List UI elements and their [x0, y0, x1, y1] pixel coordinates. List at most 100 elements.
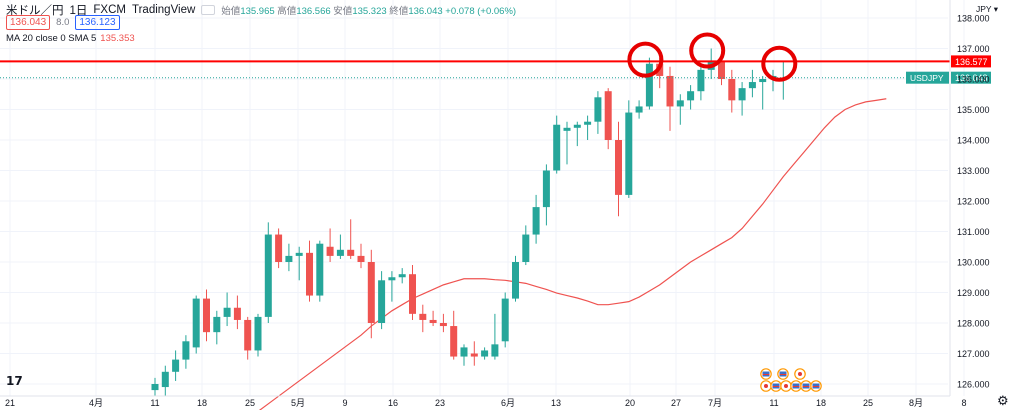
- candle-body: [573, 124, 581, 128]
- candle-body: [398, 274, 406, 278]
- price-tick-label: 136.000: [957, 75, 990, 85]
- time-tick-label: 5月: [291, 398, 305, 408]
- time-tick-label: 25: [863, 398, 873, 408]
- event-markers-layer[interactable]: [760, 368, 822, 392]
- candle-body: [584, 121, 592, 125]
- low-value: 135.323: [352, 6, 387, 17]
- time-axis[interactable]: 21 4月 11 18 25 5月 9 16 23 6月 13 20 27 7月 11 18 25 8月 8: [0, 395, 967, 408]
- time-tick-label: 18: [197, 398, 207, 408]
- candle-body: [481, 350, 489, 357]
- time-tick-label: 11: [150, 398, 159, 408]
- time-tick-label: 23: [435, 398, 445, 408]
- last-price-tag: [951, 71, 991, 84]
- candle-body: [553, 124, 561, 171]
- ohlc-readout: 始値135.965 高値136.566 安値135.323 終値136.043 …: [221, 3, 516, 17]
- open-label: 始値: [221, 6, 241, 17]
- candle-body: [491, 344, 499, 357]
- candle-body: [264, 234, 272, 317]
- price-tick-label: 137.000: [957, 44, 990, 54]
- buy-button[interactable]: 136.123: [75, 15, 120, 30]
- candle-body: [316, 243, 324, 296]
- resistance-layer: 136.577 USDJPY 136.043: [0, 55, 991, 84]
- trade-buttons: 136.043 8.0 136.123: [6, 15, 120, 30]
- candle-body: [388, 277, 396, 281]
- chart-header: 米ドル／円 1日 FXCM TradingView 始値135.965 高値13…: [6, 2, 516, 18]
- open-value: 135.965: [240, 6, 275, 17]
- candle-body: [192, 298, 200, 348]
- candle-body: [697, 69, 705, 92]
- candle-body: [223, 307, 231, 317]
- candle-body: [367, 262, 375, 323]
- resistance-price-label: 136.577: [955, 57, 988, 67]
- ma-layer: [258, 98, 887, 410]
- price-tick-label: 132.000: [957, 197, 990, 207]
- candle-body: [182, 341, 190, 360]
- interval-label[interactable]: 1日: [69, 5, 88, 17]
- candle-body: [275, 234, 283, 262]
- candle-body: [244, 319, 252, 351]
- candle-body: [759, 79, 767, 83]
- time-tick-label: 9: [342, 398, 347, 408]
- candle-body: [470, 353, 478, 357]
- price-tick-label: 138.000: [957, 14, 990, 24]
- candle-body: [347, 249, 355, 256]
- symbol-tag: [906, 71, 949, 84]
- price-tick-label: 130.000: [957, 258, 990, 268]
- candle-body: [460, 347, 468, 357]
- price-tick-label: 126.000: [957, 380, 990, 390]
- price-tick-label: 129.000: [957, 288, 990, 298]
- time-tick-label: 11: [769, 398, 778, 408]
- candle-body: [532, 207, 540, 235]
- candle-body: [645, 63, 653, 107]
- price-axis[interactable]: 126.000 127.000 128.000 129.000 130.000 131.0…: [949, 0, 990, 396]
- candle-body: [728, 79, 736, 101]
- candle-body: [203, 298, 210, 333]
- time-tick-label: 4月: [89, 398, 103, 408]
- highlight-circle: [627, 41, 664, 78]
- low-label: 安値: [333, 6, 353, 17]
- candle-body: [522, 234, 530, 262]
- indicator-name: MA 20 close 0 SMA 5: [6, 33, 97, 44]
- currency-dropdown[interactable]: JPY ▾: [976, 4, 999, 14]
- high-label: 高値: [277, 6, 297, 17]
- candle-body: [161, 371, 169, 388]
- jp-flag-icon: [784, 384, 788, 388]
- candle-body: [594, 97, 602, 122]
- highlight-circles-layer: [627, 32, 798, 82]
- resistance-price-tag: [951, 55, 991, 68]
- candle-body: [635, 106, 643, 113]
- candle-body: [151, 384, 159, 391]
- candle-body: [378, 280, 386, 323]
- close-label: 終値: [389, 6, 409, 17]
- candle-body: [326, 246, 334, 256]
- time-tick-label: 16: [388, 398, 398, 408]
- time-tick-label: 18: [816, 398, 826, 408]
- sell-button[interactable]: 136.043: [6, 15, 51, 30]
- high-value: 136.566: [296, 6, 331, 17]
- candle-body: [542, 170, 550, 208]
- highlight-circle: [689, 32, 726, 69]
- candle-body: [285, 255, 293, 262]
- visibility-toggle-icon[interactable]: [201, 5, 216, 15]
- platform-label: TradingView: [132, 4, 196, 16]
- symbol-tag-label: USDJPY: [910, 73, 944, 83]
- candle-body: [233, 307, 241, 320]
- spread-label: 8.0: [56, 17, 70, 28]
- indicator-legend[interactable]: MA 20 close 0 SMA 5 135.353: [6, 33, 135, 44]
- symbol-name[interactable]: 米ドル／円: [6, 5, 64, 17]
- time-tick-label: 27: [671, 398, 681, 408]
- highlight-circle: [761, 45, 798, 82]
- time-tick-label: 25: [245, 398, 255, 408]
- tradingview-logo-icon[interactable]: 17: [6, 374, 23, 388]
- price-tick-label: 134.000: [957, 136, 990, 146]
- gear-icon[interactable]: ⚙: [997, 393, 1009, 408]
- candle-body: [666, 75, 674, 107]
- candle-body: [738, 88, 746, 101]
- candle-body: [254, 316, 262, 351]
- candle-body: [501, 298, 509, 342]
- candle-body: [357, 255, 365, 262]
- candle-body: [172, 359, 180, 372]
- jp-flag-icon: [764, 384, 768, 388]
- price-tick-label: 131.000: [957, 227, 990, 237]
